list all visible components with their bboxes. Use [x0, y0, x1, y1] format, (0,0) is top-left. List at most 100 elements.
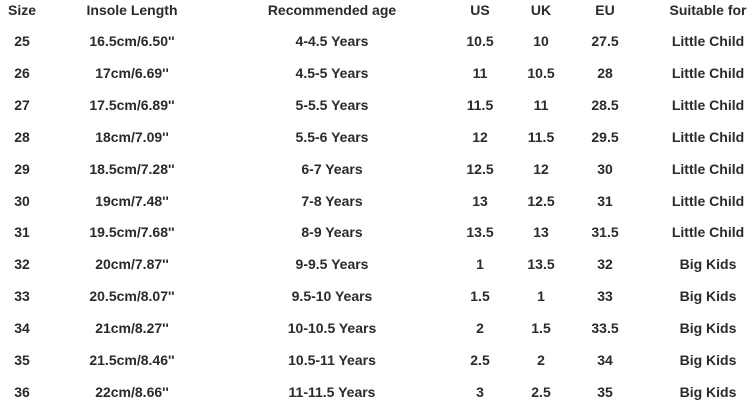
cell-eu: 28: [597, 64, 613, 81]
cell-suitable-for: Little Child: [671, 64, 745, 81]
cell-eu: 27.5: [591, 33, 619, 49]
header-size: Size: [7, 2, 37, 18]
cell-us: 11.5: [466, 96, 494, 113]
cell-us: 12: [472, 128, 488, 145]
cell-us: 13: [472, 192, 488, 209]
cell-uk: 2: [537, 352, 545, 368]
cell-size: 34: [14, 320, 30, 337]
cell-uk: 2.5: [531, 383, 551, 400]
cell-insole-length: 20.5cm/8.07'': [89, 288, 175, 305]
table-row: 28 18cm/7.09'' 5.5-6 Years 12 11.5 29.5 Little…: [0, 127, 753, 147]
cell-size: 28: [14, 128, 30, 145]
cell-recommended-age: 4-4.5 Years: [295, 33, 369, 49]
table-row: 31 19.5cm/7.68'' 8-9 Years 13.5 13 31.5 Little…: [0, 222, 753, 242]
cell-uk: 13: [533, 224, 549, 241]
header-suitable-for: Suitable for: [669, 2, 747, 18]
cell-eu: 33: [597, 288, 613, 305]
table-row: 26 17cm/6.69'' 4.5-5 Years 11 10.5 28 Little C…: [0, 63, 753, 83]
cell-eu: 33.5: [591, 320, 619, 337]
cell-recommended-age: 9-9.5 Years: [295, 256, 369, 273]
cell-recommended-age: 10-10.5 Years: [287, 320, 377, 337]
cell-uk: 11.5: [527, 128, 555, 145]
cell-recommended-age: 7-8 Years: [301, 192, 363, 209]
cell-suitable-for: Little Child: [671, 33, 745, 49]
cell-insole-length: 17.5cm/6.89'': [89, 96, 175, 113]
cell-uk: 12: [533, 160, 549, 177]
cell-recommended-age: 8-9 Years: [301, 224, 363, 241]
cell-size: 32: [14, 256, 30, 273]
header-insole-length: Insole Length: [86, 2, 178, 18]
table-row: 34 21cm/8.27'' 10-10.5 Years 2 1.5 33.5 Big Ki…: [0, 318, 753, 338]
cell-us: 2: [476, 320, 484, 337]
cell-insole-length: 17cm/6.69'': [95, 64, 169, 81]
cell-suitable-for: Big Kids: [679, 256, 737, 273]
cell-us: 11: [472, 64, 488, 81]
header-recommended-age: Recommended age: [267, 2, 397, 18]
cell-recommended-age: 10.5-11 Years: [288, 352, 376, 368]
cell-size: 30: [14, 192, 30, 209]
cell-recommended-age: 4.5-5 Years: [295, 64, 369, 81]
header-eu: EU: [595, 2, 615, 18]
table-row: 29 18.5cm/7.28'' 6-7 Years 12.5 12 30 Little C…: [0, 159, 753, 179]
table-row: 30 19cm/7.48'' 7-8 Years 13 12.5 31 Little Chi…: [0, 191, 753, 211]
header-uk: UK: [530, 2, 552, 18]
cell-uk: 13.5: [527, 256, 555, 273]
cell-eu: 31: [597, 192, 613, 209]
cell-size: 31: [14, 224, 30, 241]
cell-uk: 12.5: [527, 192, 555, 209]
cell-size: 26: [14, 64, 30, 81]
cell-uk: 1: [537, 288, 545, 305]
cell-insole-length: 20cm/7.87'': [95, 256, 169, 273]
table-row: 36 22cm/8.66'' 11-11.5 Years 3 2.5 35 Big Kids: [0, 382, 753, 402]
cell-insole-length: 19cm/7.48'': [95, 192, 169, 209]
cell-us: 10.5: [466, 33, 494, 49]
cell-size: 36: [14, 383, 30, 400]
table-row: 25 16.5cm/6.50'' 4-4.5 Years 10.5 10 27.5 Litt…: [0, 31, 753, 51]
cell-insole-length: 16.5cm/6.50'': [89, 33, 175, 49]
table-row: 27 17.5cm/6.89'' 5-5.5 Years 11.5 11 28.5 Litt…: [0, 95, 753, 115]
cell-suitable-for: Little Child: [671, 128, 745, 145]
cell-insole-length: 21.5cm/8.46'': [89, 352, 175, 368]
cell-suitable-for: Big Kids: [679, 288, 737, 305]
cell-suitable-for: Little Child: [671, 96, 745, 113]
cell-insole-length: 18.5cm/7.28'': [89, 160, 175, 177]
cell-eu: 31.5: [591, 224, 619, 241]
header-us: US: [470, 2, 490, 18]
cell-us: 12.5: [466, 160, 494, 177]
cell-eu: 32: [597, 256, 613, 273]
cell-suitable-for: Big Kids: [679, 383, 737, 400]
cell-size: 25: [14, 33, 30, 49]
cell-suitable-for: Little Child: [671, 224, 745, 241]
cell-recommended-age: 5-5.5 Years: [295, 96, 369, 113]
cell-eu: 30: [597, 160, 613, 177]
table-row: 32 20cm/7.87'' 9-9.5 Years 1 13.5 32 Big Kids: [0, 254, 753, 274]
table-header: Size Insole Length Recommended age US UK EU Su…: [0, 0, 753, 20]
cell-size: 27: [14, 96, 30, 113]
cell-suitable-for: Big Kids: [679, 352, 737, 368]
cell-us: 1: [476, 256, 484, 273]
cell-suitable-for: Big Kids: [679, 320, 737, 337]
cell-size: 33: [14, 288, 30, 305]
cell-uk: 11: [533, 96, 549, 113]
cell-uk: 10.5: [527, 64, 555, 81]
cell-insole-length: 19.5cm/7.68'': [89, 224, 175, 241]
cell-size: 29: [14, 160, 30, 177]
table-row: 33 20.5cm/8.07'' 9.5-10 Years 1.5 1 33 Big Kid…: [0, 286, 753, 306]
cell-recommended-age: 11-11.5 Years: [288, 383, 376, 400]
table-row: 35 21.5cm/8.46'' 10.5-11 Years 2.5 2 34 Big Ki…: [0, 350, 753, 370]
cell-suitable-for: Little Child: [671, 192, 745, 209]
cell-insole-length: 18cm/7.09'': [95, 128, 169, 145]
cell-suitable-for: Little Child: [671, 160, 745, 177]
cell-us: 13.5: [466, 224, 494, 241]
cell-us: 3: [476, 383, 484, 400]
cell-uk: 10: [533, 33, 549, 49]
cell-us: 1.5: [470, 288, 490, 305]
cell-insole-length: 22cm/8.66'': [95, 383, 169, 400]
cell-uk: 1.5: [531, 320, 551, 337]
cell-recommended-age: 6-7 Years: [301, 160, 363, 177]
cell-size: 35: [14, 352, 30, 368]
cell-us: 2.5: [470, 352, 490, 368]
cell-eu: 34: [597, 352, 613, 368]
cell-eu: 35: [597, 383, 613, 400]
cell-eu: 28.5: [591, 96, 619, 113]
